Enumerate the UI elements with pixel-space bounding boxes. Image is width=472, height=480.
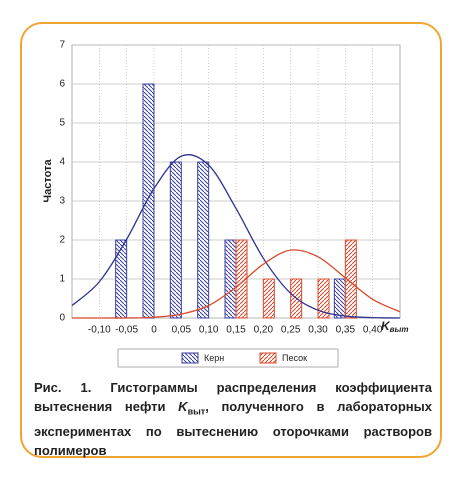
x-tick-label: 0,20	[254, 325, 274, 336]
frame	[20, 22, 442, 458]
legend-box	[117, 348, 339, 368]
legend-label: Песок	[282, 353, 307, 363]
caption-sub: выт	[187, 406, 206, 417]
x-tick-label: 0,10	[199, 325, 219, 336]
bar	[235, 239, 248, 319]
y-axis-label: Частота	[42, 159, 54, 203]
bar	[115, 239, 128, 319]
x-tick-label: 0	[151, 325, 157, 336]
x-tick-label: 0,25	[281, 325, 301, 336]
fit-curve	[71, 154, 401, 319]
x-tick-label: 0,35	[336, 325, 356, 336]
y-tick-label: 4	[59, 157, 65, 168]
x-tick-label: -0,05	[115, 325, 138, 336]
y-tick-label: 3	[59, 196, 65, 207]
caption-text: Рис. 1. Гистограммы распределения коэффи…	[34, 380, 432, 414]
legend-swatch	[181, 352, 199, 364]
y-tick-label: 1	[59, 274, 65, 285]
x-tick-label: 0,15	[226, 325, 246, 336]
caption-symbol: K	[178, 399, 188, 414]
y-tick-label: 0	[59, 313, 65, 324]
legend-label: Керн	[204, 353, 224, 363]
bar	[317, 278, 330, 319]
bar	[142, 83, 155, 319]
x-tick-label: 0,05	[172, 325, 192, 336]
legend-swatch	[259, 352, 277, 364]
x-axis-label: Kвыт	[381, 319, 408, 334]
x-axis-label-sub: выт	[390, 325, 409, 334]
bar	[197, 161, 210, 319]
y-tick-label: 6	[59, 79, 65, 90]
bar	[262, 278, 275, 319]
caption-text: , полученного в лабораторных эксперимент…	[34, 399, 432, 458]
bar	[224, 239, 237, 319]
bar	[344, 239, 357, 319]
x-tick-label: -0,10	[88, 325, 111, 336]
bar	[333, 278, 346, 319]
fit-curve	[72, 249, 401, 319]
bar	[169, 161, 182, 319]
x-tick-label: 0,40	[363, 325, 383, 336]
y-tick-label: 5	[59, 118, 65, 129]
x-axis-label-main: K	[381, 319, 391, 333]
x-tick-label: 0,30	[308, 325, 328, 336]
y-tick-label: 2	[59, 235, 65, 246]
caption: Рис. 1. Гистограммы распределения коэффи…	[34, 378, 432, 460]
y-tick-label: 7	[59, 40, 65, 51]
